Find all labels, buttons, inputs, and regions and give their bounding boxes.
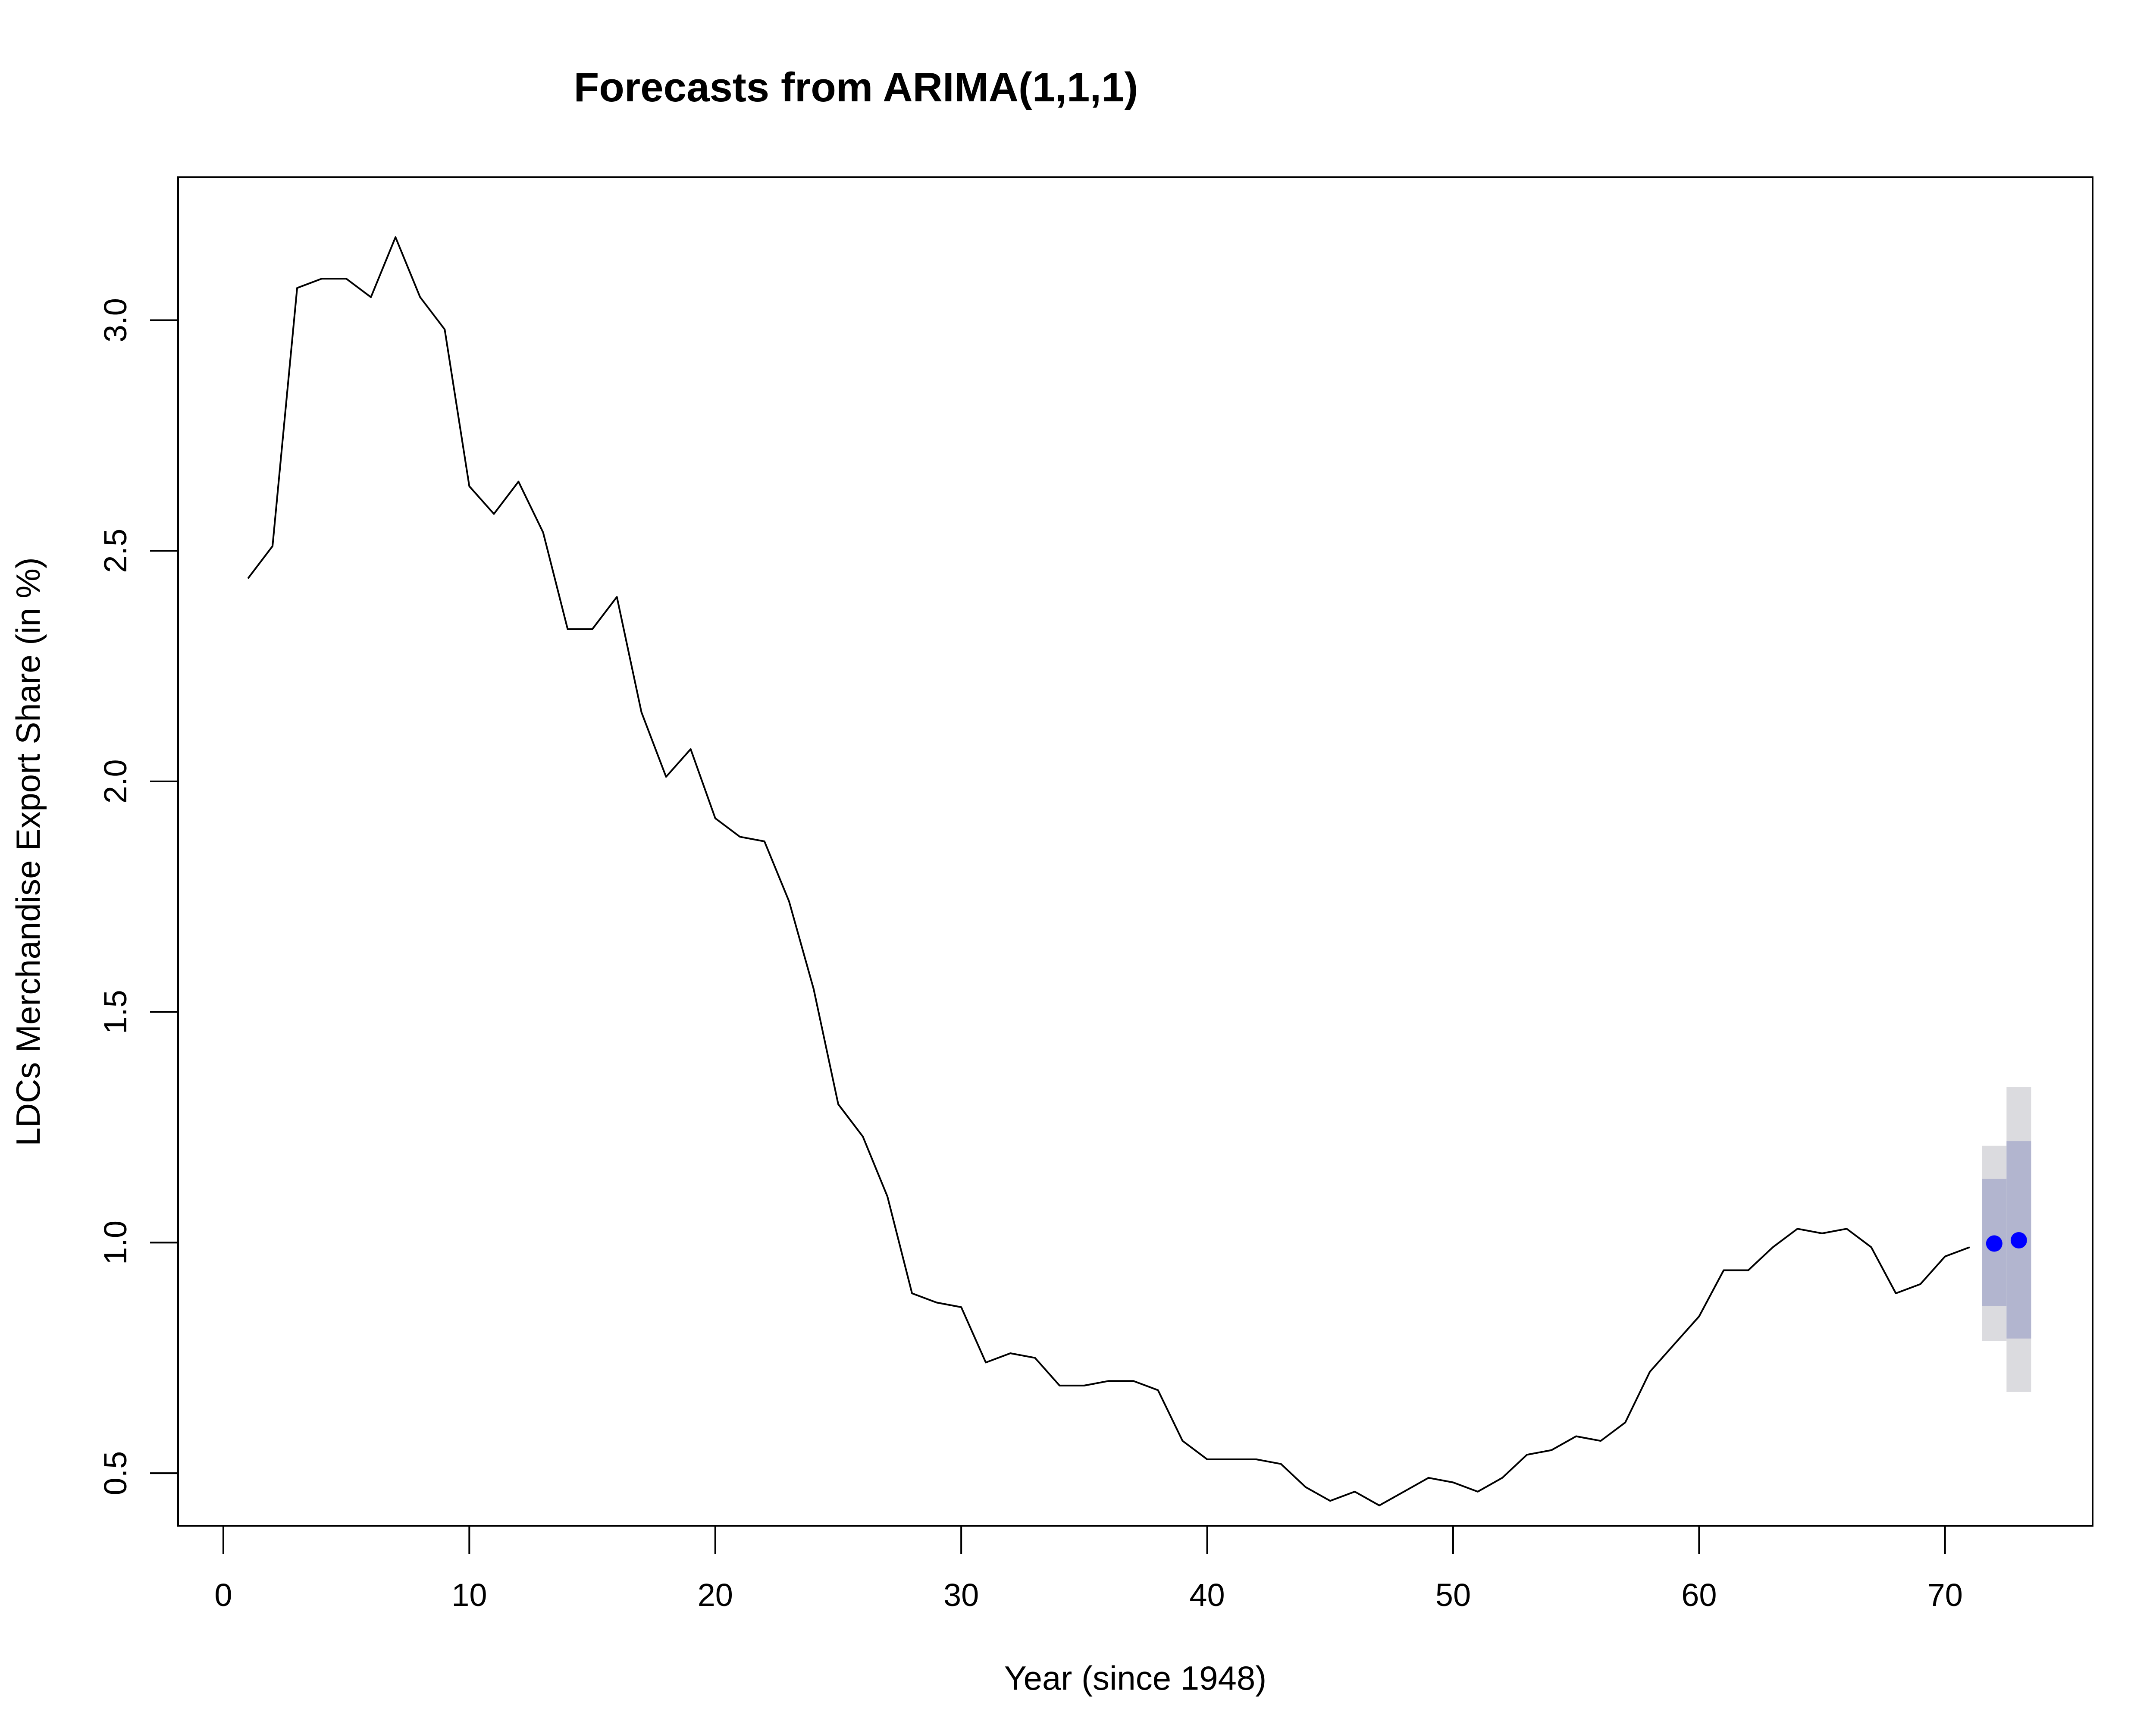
y-tick-label: 3.0: [97, 298, 133, 342]
y-tick-label: 1.0: [97, 1220, 133, 1265]
x-tick-label: 50: [1435, 1577, 1471, 1613]
x-tick-label: 20: [698, 1577, 733, 1613]
x-tick-label: 40: [1189, 1577, 1225, 1613]
x-tick-label: 30: [943, 1577, 979, 1613]
y-axis: 0.5 1.0 1.5 2.0 2.5 3.0: [97, 298, 179, 1496]
y-tick-label: 1.5: [97, 990, 133, 1034]
x-tick-label: 70: [1927, 1577, 1963, 1613]
x-tick-label: 60: [1681, 1577, 1717, 1613]
x-tick-label: 10: [451, 1577, 487, 1613]
x-axis-title: Year (since 1948): [1004, 1659, 1267, 1697]
y-axis-title: LDCs Merchandise Export Share (in %): [9, 557, 47, 1146]
chart-title: Forecasts from ARIMA(1,1,1): [574, 64, 1138, 110]
forecast-point: [2010, 1232, 2027, 1249]
observed-series-line: [247, 236, 1970, 1506]
forecast-points: [1986, 1232, 2027, 1252]
y-tick-label: 2.5: [97, 529, 133, 573]
x-axis: 0 10 20 30 40 50 60 70: [214, 1525, 1963, 1613]
y-tick-label: 2.0: [97, 759, 133, 803]
forecast-point: [1986, 1235, 2002, 1252]
x-tick-label: 0: [214, 1577, 232, 1613]
y-tick-label: 0.5: [97, 1451, 133, 1496]
